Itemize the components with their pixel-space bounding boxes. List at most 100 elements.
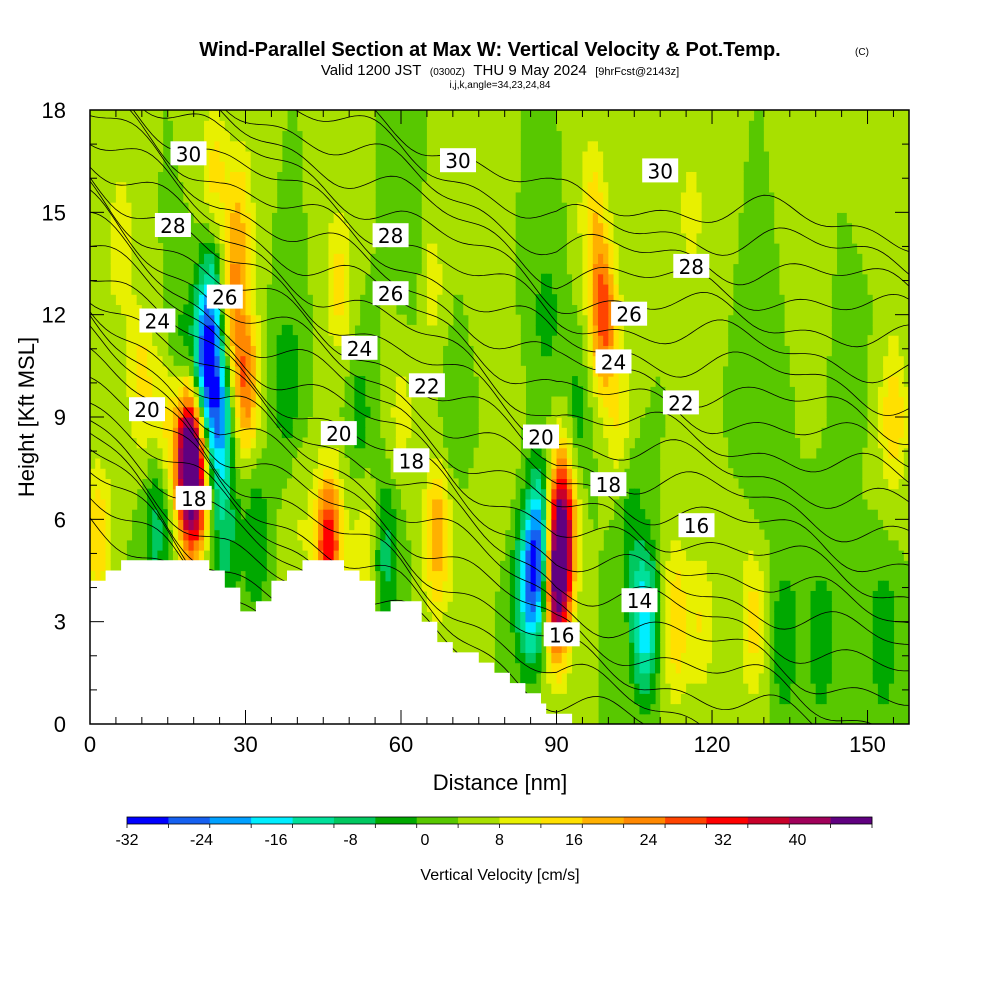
velocity-cell [478, 243, 485, 254]
velocity-cell [359, 283, 366, 295]
velocity-cell [577, 652, 584, 664]
velocity-cell [147, 386, 153, 398]
velocity-cell [515, 120, 521, 132]
velocity-cell [660, 447, 666, 459]
velocity-cell [219, 365, 226, 377]
velocity-cell [473, 283, 480, 295]
velocity-cell [572, 519, 578, 531]
velocity-cell [193, 161, 200, 172]
velocity-cell [670, 652, 677, 664]
velocity-cell [639, 212, 646, 224]
velocity-cell [603, 447, 609, 459]
chart-subtitle: Valid 1200 JST (0300Z) THU 9 May 2024 [9… [321, 62, 679, 79]
velocity-cell [338, 376, 345, 387]
velocity-cell [675, 683, 682, 694]
velocity-cell [224, 150, 231, 162]
velocity-cell [597, 120, 604, 132]
velocity-cell [136, 376, 143, 387]
velocity-cell [483, 365, 490, 377]
velocity-cell [343, 488, 350, 500]
velocity-cell [359, 539, 366, 551]
velocity-cell [131, 498, 138, 510]
velocity-cell [204, 550, 210, 561]
velocity-cell [675, 314, 682, 326]
velocity-cell [483, 447, 490, 459]
velocity-cell [597, 191, 604, 203]
velocity-cell [411, 396, 418, 408]
velocity-cell [110, 232, 117, 244]
velocity-cell [603, 140, 609, 152]
velocity-cell [250, 406, 257, 418]
velocity-cell [229, 539, 236, 551]
velocity-cell [597, 529, 604, 541]
velocity-cell [463, 621, 469, 633]
velocity-cell [566, 560, 573, 572]
velocity-cell [292, 529, 298, 541]
velocity-cell [670, 304, 677, 316]
velocity-cell [229, 519, 236, 531]
velocity-cell [670, 324, 677, 336]
velocity-cell [292, 550, 298, 561]
velocity-cell [556, 498, 563, 510]
velocity-cell [204, 304, 210, 316]
velocity-cell [437, 468, 444, 479]
velocity-cell [634, 642, 641, 653]
velocity-cell [385, 345, 392, 357]
velocity-cell [561, 417, 568, 428]
velocity-cell [338, 386, 345, 398]
velocity-cell [312, 355, 319, 367]
velocity-cell [525, 570, 532, 582]
velocity-cell [540, 314, 547, 326]
velocity-cell [618, 161, 625, 172]
velocity-cell [126, 273, 133, 285]
velocity-cell [629, 335, 635, 346]
velocity-cell [525, 580, 532, 592]
velocity-cell [613, 376, 620, 387]
velocity-cell [515, 519, 521, 531]
velocity-cell [644, 693, 651, 705]
velocity-cell [458, 110, 464, 121]
velocity-cell [105, 294, 112, 306]
velocity-cell [167, 110, 174, 121]
velocity-cell [675, 161, 682, 172]
velocity-cell [670, 376, 677, 387]
velocity-cell [566, 130, 573, 142]
velocity-cell [292, 478, 298, 490]
velocity-cell [126, 324, 133, 336]
velocity-cell [634, 355, 641, 367]
velocity-cell [297, 110, 304, 121]
velocity-cell [489, 150, 495, 162]
velocity-cell [214, 386, 221, 398]
velocity-cell [126, 355, 133, 367]
velocity-cell [629, 396, 635, 408]
velocity-cell [587, 652, 594, 664]
velocity-cell [582, 683, 589, 694]
velocity-cell [577, 222, 584, 234]
velocity-cell [229, 110, 236, 121]
velocity-cell [385, 580, 392, 592]
velocity-cell [380, 580, 387, 592]
velocity-cell [489, 488, 495, 500]
velocity-cell [566, 243, 573, 254]
velocity-cell [655, 283, 661, 295]
velocity-cell [105, 263, 112, 275]
velocity-cell [504, 120, 511, 132]
velocity-cell [235, 427, 241, 439]
velocity-cell [152, 202, 158, 213]
chart-title-block: Wind-Parallel Section at Max W: Vertical… [199, 39, 869, 91]
velocity-cell [131, 294, 138, 306]
velocity-cell [551, 478, 558, 490]
velocity-cell [364, 130, 371, 142]
velocity-cell [675, 181, 682, 193]
velocity-cell [240, 191, 247, 203]
velocity-cell [193, 406, 200, 418]
velocity-cell [540, 478, 547, 490]
velocity-cell [406, 478, 412, 490]
velocity-cell [556, 488, 563, 500]
velocity-cell [520, 509, 527, 520]
velocity-cell [551, 703, 558, 715]
velocity-cell [644, 181, 651, 193]
velocity-cell [566, 110, 573, 121]
velocity-cell [95, 529, 101, 541]
velocity-cell [276, 110, 283, 121]
